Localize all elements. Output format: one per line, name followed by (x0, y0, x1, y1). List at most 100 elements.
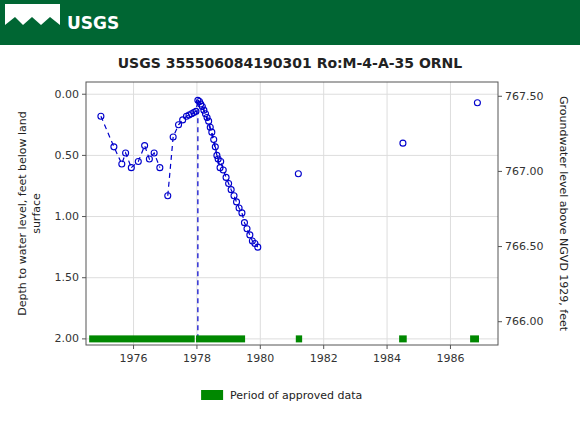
data-point (202, 111, 208, 117)
data-line (197, 100, 198, 339)
data-point (400, 140, 406, 146)
data-point (123, 150, 129, 156)
plot-frame (86, 82, 498, 345)
axes: 1976197819801982198419860.000.501.001.50… (55, 88, 544, 365)
x-tick-label: 1984 (373, 352, 401, 365)
header-text: USGS (67, 13, 119, 33)
y-tick-label: 0.50 (55, 149, 80, 162)
data-point (98, 113, 104, 119)
grid (86, 82, 498, 345)
y2-tick-label: 766.00 (505, 315, 544, 328)
chart-title: USGS 355506084190301 Ro:M-4-A-35 ORNL (118, 55, 463, 71)
x-tick (323, 345, 324, 349)
chart: USGS USGS 355506084190301 Ro:M-4-A-35 ORN… (0, 0, 580, 430)
data-point (204, 114, 210, 120)
data-point (180, 117, 186, 123)
x-tick-label: 1986 (436, 352, 464, 365)
y2-tick (498, 246, 502, 247)
x-tick (387, 345, 388, 349)
y2-tick (498, 321, 502, 322)
data-point (157, 165, 163, 171)
y-tick-label: 0.00 (55, 88, 80, 101)
data-point (228, 187, 234, 193)
legend-label: Period of approved data (230, 389, 362, 402)
y-tick-label: 1.50 (55, 271, 80, 284)
data-line (198, 100, 220, 167)
data-point (220, 167, 226, 173)
data-point (212, 144, 218, 150)
data-point (170, 134, 176, 140)
data-point (214, 152, 220, 158)
x-tick (450, 345, 451, 349)
data-point (226, 181, 232, 187)
data-point (199, 103, 205, 109)
grid-line-y (86, 277, 498, 278)
grid-line-x (387, 82, 388, 345)
x-tick (133, 345, 134, 349)
data-line (215, 147, 257, 247)
legend-swatch (201, 390, 223, 400)
data-point (255, 244, 261, 250)
data-point (247, 232, 253, 238)
x-tick-label: 1982 (310, 352, 338, 365)
data-point (111, 144, 117, 150)
y2-tick (498, 96, 502, 97)
grid-line-x (196, 82, 197, 345)
data-point (218, 159, 224, 165)
y2-tick (498, 171, 502, 172)
header-banner: USGS (0, 0, 580, 45)
data-point (193, 108, 199, 114)
data-point (206, 118, 212, 124)
data-point (135, 159, 141, 165)
y-axis-label: Depth to water level, feet below landsur… (16, 111, 43, 316)
grid-line-x (133, 82, 134, 345)
data-point (234, 199, 240, 205)
y-axis-label-line: surface (30, 193, 43, 234)
y2-tick-label: 767.00 (505, 165, 544, 178)
y2-axis-label: Groundwater level above NGVD 1929, feet (557, 96, 570, 332)
data-point (151, 150, 157, 156)
y-tick (82, 277, 86, 278)
grid-line-x (323, 82, 324, 345)
data-point (241, 220, 247, 226)
y-tick (82, 155, 86, 156)
x-tick (260, 345, 261, 349)
y-tick-label: 1.00 (55, 210, 80, 223)
data-point (209, 129, 215, 135)
y2-tick-label: 767.50 (505, 90, 544, 103)
logo-mark (5, 17, 60, 41)
data-line (101, 116, 131, 167)
y-tick (82, 94, 86, 95)
grid-line-y (86, 216, 498, 217)
approved-bar (399, 335, 407, 342)
header-background (0, 0, 580, 45)
data-point (295, 171, 301, 177)
x-tick-label: 1978 (183, 352, 211, 365)
data-point (244, 226, 250, 232)
data-point (201, 107, 207, 113)
data-point (165, 193, 171, 199)
legend: Period of approved data (201, 389, 362, 402)
x-tick-label: 1980 (246, 352, 274, 365)
data-point (239, 210, 245, 216)
data-line (168, 100, 198, 195)
y-tick-label: 2.00 (55, 332, 80, 345)
data-point (474, 100, 480, 106)
grid-line-x (260, 82, 261, 345)
data-point (119, 161, 125, 167)
data-point (142, 143, 148, 149)
data-point (211, 136, 217, 142)
logo-box (5, 4, 60, 41)
approved-bar (296, 335, 302, 342)
plot-area (89, 97, 480, 342)
data-point (231, 193, 237, 199)
data-point (128, 165, 134, 171)
data-point (223, 174, 229, 180)
y-tick (82, 338, 86, 339)
grid-line-x (450, 82, 451, 345)
y-axis-label-line: Depth to water level, feet below land (16, 111, 29, 316)
x-tick (196, 345, 197, 349)
data-line (198, 100, 215, 146)
approved-bar (470, 335, 479, 342)
approved-bar (196, 335, 245, 342)
